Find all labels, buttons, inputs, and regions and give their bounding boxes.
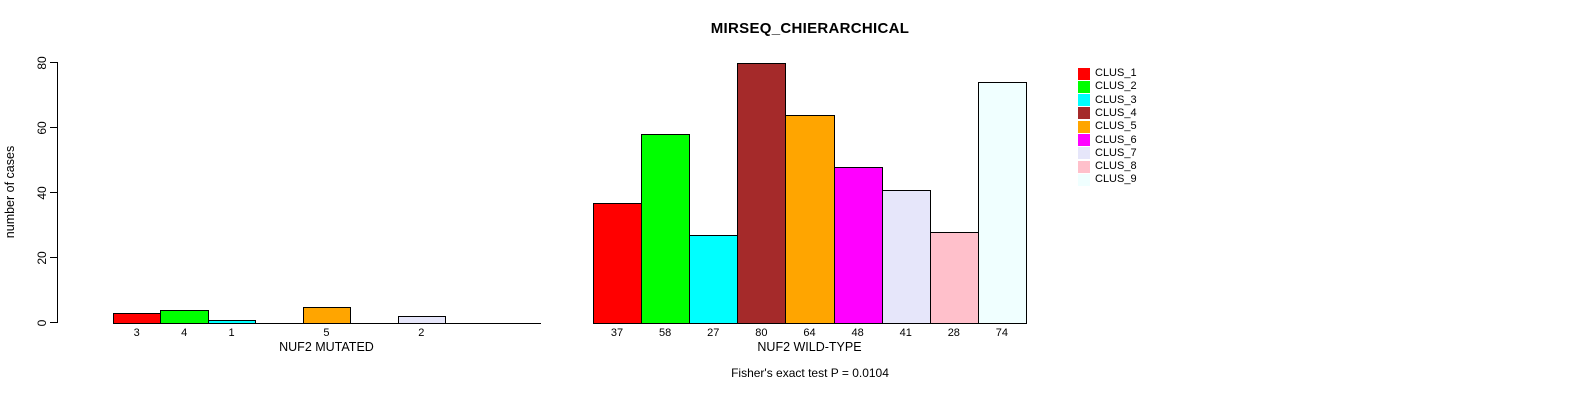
- bar-clus_7: [881, 189, 931, 324]
- bar-value-label: 28: [947, 327, 960, 339]
- legend-label: CLUS_8: [1095, 160, 1137, 173]
- bar-clus_2: [160, 309, 209, 324]
- chart-title: MIRSEQ_CHIERARCHICAL: [710, 20, 910, 37]
- bar-clus_1: [593, 202, 643, 324]
- y-axis-line: [57, 62, 58, 323]
- bar-value-label: 37: [610, 327, 624, 339]
- legend-swatch-clus_9: [1078, 173, 1090, 186]
- bar-clus_2: [641, 133, 691, 324]
- bar-value-label: 80: [755, 327, 768, 339]
- bar-value-label: 48: [851, 327, 864, 339]
- bar-clus_1: [113, 312, 162, 324]
- legend-label: CLUS_6: [1095, 133, 1137, 146]
- x-axis-label-wild-type: NUF2 WILD-TYPE: [757, 340, 862, 354]
- y-tick-label: 20: [35, 250, 49, 265]
- bar-value-label: 5: [323, 327, 330, 339]
- bar-value-label: 2: [418, 327, 425, 339]
- legend-swatch-clus_2: [1078, 80, 1090, 93]
- legend-label: CLUS_4: [1095, 106, 1137, 119]
- legend-label: CLUS_2: [1095, 80, 1137, 93]
- bar-clus_5: [302, 306, 352, 324]
- x-axis-label-mutated: NUF2 MUTATED: [279, 340, 374, 354]
- y-tick-mark: [50, 257, 57, 258]
- y-tick-label: 80: [35, 55, 49, 70]
- bar-value-label: 58: [659, 327, 672, 339]
- legend-label: CLUS_1: [1095, 67, 1137, 79]
- y-tick-mark: [50, 192, 57, 193]
- legend-swatch-clus_3: [1078, 94, 1090, 107]
- legend-swatch-clus_4: [1078, 107, 1090, 120]
- legend-swatch-clus_6: [1078, 134, 1090, 146]
- y-tick-label: 40: [35, 185, 49, 200]
- bar-value-label: 74: [995, 327, 1009, 339]
- y-tick-mark: [50, 127, 57, 128]
- y-axis-label: number of cases: [3, 145, 17, 239]
- bar-value-label: 4: [181, 327, 188, 339]
- bar-clus_8: [929, 231, 979, 324]
- bar-clus_5: [785, 114, 835, 324]
- bar-clus_3: [689, 234, 739, 324]
- legend-label: CLUS_3: [1095, 93, 1137, 106]
- legend-label: CLUS_9: [1095, 173, 1137, 186]
- bar-value-label: 64: [803, 327, 816, 339]
- bar-clus_6: [833, 166, 883, 324]
- y-tick-label: 60: [35, 120, 49, 135]
- bar-clus_7: [397, 315, 447, 324]
- legend-swatch-clus_8: [1078, 160, 1090, 173]
- legend-label: CLUS_5: [1095, 120, 1137, 133]
- legend-swatch-clus_5: [1078, 120, 1090, 133]
- bar-clus_9: [977, 81, 1027, 324]
- y-tick-mark: [50, 322, 57, 323]
- bar-value-label: 27: [707, 327, 720, 339]
- y-tick-mark: [50, 62, 57, 63]
- legend-swatch-clus_7: [1078, 147, 1090, 160]
- legend-label: CLUS_7: [1095, 146, 1137, 159]
- bar-value-label: 1: [228, 327, 235, 339]
- bar-clus_3: [207, 319, 257, 324]
- legend-swatch-clus_1: [1078, 67, 1090, 80]
- bar-value-label: 3: [133, 327, 140, 339]
- bar-value-label: 41: [899, 327, 912, 339]
- y-tick-label: 0: [35, 319, 49, 326]
- bar-clus_4: [737, 62, 787, 324]
- fisher-test-annotation: Fisher's exact test P = 0.0104: [731, 366, 889, 380]
